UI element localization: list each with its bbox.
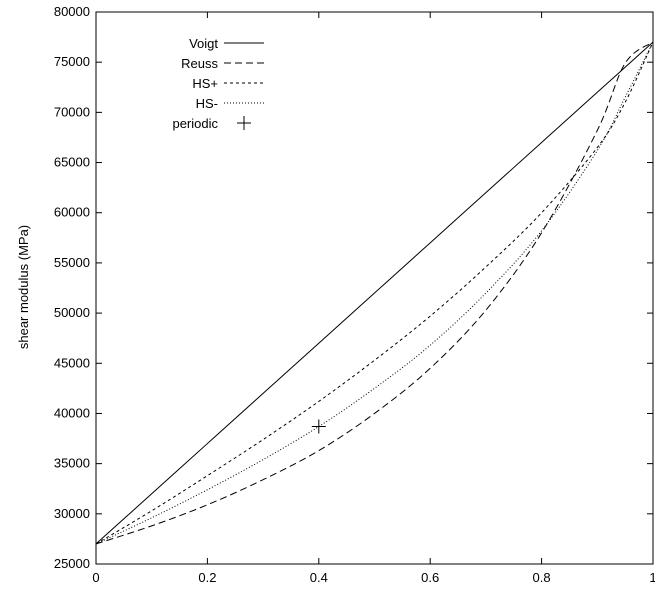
y-tick-label: 30000 [54, 506, 90, 521]
y-tick-label: 40000 [54, 405, 90, 420]
series-hs-line [95, 41, 654, 545]
x-tick-label: 0.2 [198, 570, 216, 585]
y-tick-label: 45000 [54, 355, 90, 370]
x-tick-label: 0 [92, 570, 99, 585]
x-tick-label: 0.6 [421, 570, 439, 585]
y-tick-label: 60000 [54, 205, 90, 220]
y-tick-label: 35000 [54, 456, 90, 471]
legend-label: Voigt [189, 36, 218, 51]
y-axis-label: shear modulus (MPa) [16, 225, 31, 349]
y-tick-label: 65000 [54, 155, 90, 170]
legend-label: HS- [196, 96, 218, 111]
y-tick-label: 80000 [54, 4, 90, 19]
legend-label: HS+ [192, 76, 218, 91]
plot-frame [95, 11, 654, 565]
legend-label: periodic [172, 116, 218, 131]
x-tick-label: 1 [649, 570, 655, 585]
series-reuss-line [95, 41, 654, 545]
y-tick-label: 70000 [54, 104, 90, 119]
y-tick-label: 75000 [54, 54, 90, 69]
legend-label: Reuss [181, 56, 218, 71]
y-tick-label: 25000 [54, 556, 90, 571]
series-voigt-line [95, 41, 654, 545]
y-tick-label: 50000 [54, 305, 90, 320]
x-tick-label: 0.8 [533, 570, 551, 585]
y-tick-label: 55000 [54, 255, 90, 270]
x-tick-label: 0.4 [310, 570, 328, 585]
series-hs-line [95, 41, 654, 545]
